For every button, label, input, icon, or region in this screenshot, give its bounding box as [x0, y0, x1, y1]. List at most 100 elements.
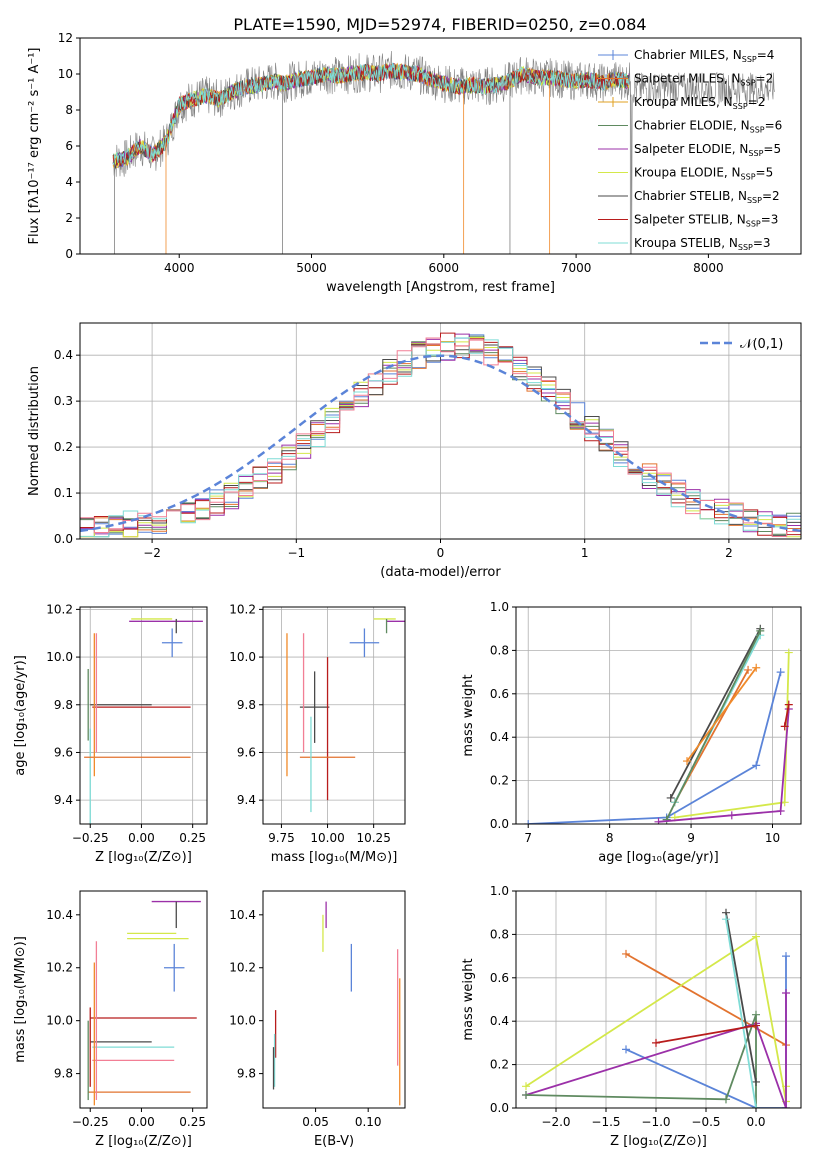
- weight-line: [674, 652, 790, 819]
- normal-legend-label: 𝒩(0,1): [740, 337, 783, 352]
- residual-histogram-panel: 𝒩(0,1) −2 −1 0 1 2 0.0 0.1 0.2 0.3 0.4 (data-model)…: [27, 322, 802, 580]
- massweight-vs-Z-ytick-label: 0.6: [490, 971, 509, 985]
- weight-line: [528, 671, 782, 824]
- massweight-vs-Z-ytick-label: 0.0: [490, 1101, 509, 1115]
- mass-vs-EBV-xtick-label: 0.10: [355, 1115, 382, 1129]
- residual-histogram-xtick-label: −2: [143, 546, 161, 560]
- weight-marker: [782, 1104, 790, 1108]
- spectrum-xtick-label: 7000: [561, 261, 592, 275]
- legend-label: Kroupa ELODIE, NSSP=5: [634, 166, 773, 182]
- spectrum-ylabel: Flux [fλ10⁻¹⁷ erg cm⁻² s⁻¹ A⁻¹]: [27, 48, 42, 245]
- massweight-vs-Z-xtick-label: −2.0: [541, 1115, 570, 1129]
- residual-histogram-xtick-label: −1: [287, 546, 305, 560]
- weight-marker: [622, 949, 630, 958]
- weight-marker: [666, 793, 675, 802]
- mass-vs-EBV-xlabel: E(B-V): [314, 1134, 354, 1149]
- age-vs-mass-xtick-label: 10.00: [310, 831, 344, 845]
- age-vs-Z-ylabel: age [log₁₀(age/yr)]: [13, 655, 28, 776]
- massweight-vs-Z-frame: [515, 890, 802, 1109]
- age-vs-Z-ytick-label: 9.4: [54, 793, 73, 807]
- weight-marker: [722, 1095, 730, 1104]
- massweight-vs-Z-ylabel: mass weight: [461, 958, 476, 1040]
- weight-marker: [524, 820, 533, 824]
- residual-histogram-ytick-label: 0.0: [54, 532, 73, 546]
- weight-marker: [752, 761, 761, 770]
- weight-line: [725, 912, 757, 1083]
- weight-marker: [654, 817, 663, 824]
- weight-marker: [522, 1082, 530, 1091]
- mass-vs-Z-xtick-label: −0.25: [72, 1115, 109, 1129]
- mass-vs-Z-xlabel: Z [log₁₀(Z/Z⊙)]: [95, 1134, 192, 1149]
- massweight-vs-Z-ytick-label: 0.8: [490, 927, 509, 941]
- age-vs-mass-ytick-label: 10.0: [229, 650, 256, 664]
- massweight-vs-age-xtick-label: 10: [765, 831, 780, 845]
- residual-histogram-ytick-label: 0.1: [54, 486, 73, 500]
- residual-histogram-xtick-label: 2: [725, 546, 733, 560]
- weight-marker: [776, 806, 785, 815]
- residual-histogram-ytick-label: 0.2: [54, 440, 73, 454]
- age-vs-mass-xlabel: mass [log₁₀(M/M⊙)]: [271, 850, 398, 865]
- weight-marker: [662, 815, 671, 824]
- spectrum-ytick-label: 12: [58, 31, 73, 45]
- residual-histogram-ytick-label: 0.4: [54, 348, 73, 362]
- weight-marker: [752, 663, 761, 672]
- age-vs-mass-ytick-label: 10.2: [229, 602, 256, 616]
- mass-vs-Z-ylabel: mass [log₁₀(M/M⊙)]: [13, 936, 28, 1063]
- weight-line: [669, 628, 762, 799]
- mass-vs-Z-frame: [79, 890, 208, 1109]
- massweight-vs-age-xlabel: age [log₁₀(age/yr)]: [598, 850, 719, 865]
- mass-vs-Z-xtick-label: 0.00: [128, 1115, 155, 1129]
- normal-curve: [80, 354, 801, 533]
- age-vs-mass-plot-area: [263, 607, 405, 824]
- age-vs-Z-xtick-label: −0.25: [72, 831, 109, 845]
- massweight-vs-age-ylabel: mass weight: [461, 674, 476, 756]
- massweight-vs-age-plot-area: [516, 607, 801, 824]
- weight-marker: [752, 1021, 760, 1030]
- massweight-vs-Z-ytick-label: 1.0: [490, 884, 509, 898]
- weight-marker: [784, 648, 793, 657]
- residual-histogram-plot-area: [80, 323, 801, 539]
- massweight-vs-age-ytick-label: 0.0: [490, 817, 509, 831]
- weight-line: [686, 667, 757, 762]
- weight-marker: [652, 1038, 660, 1047]
- massweight-vs-Z-ytick-label: 0.4: [490, 1014, 509, 1028]
- age-vs-Z-ytick-label: 10.2: [46, 602, 73, 616]
- weight-marker: [780, 722, 789, 731]
- residual-histogram-xlabel: (data-model)/error: [380, 565, 501, 580]
- massweight-vs-Z-xtick-label: −0.5: [691, 1115, 720, 1129]
- spectrum-xlabel: wavelength [Angstrom, rest frame]: [326, 280, 555, 295]
- weight-marker: [722, 915, 730, 924]
- massweight-vs-age-ytick-label: 1.0: [490, 600, 509, 614]
- weight-line: [525, 1014, 757, 1108]
- massweight-vs-age-ytick-label: 0.6: [490, 687, 509, 701]
- mass-vs-Z-ytick-label: 10.2: [46, 961, 73, 975]
- weight-line: [625, 953, 787, 1046]
- massweight-vs-age-xtick-label: 7: [524, 831, 532, 845]
- panels: Chabrier MILES, NSSP=4 Salpeter MILES, NS…: [13, 31, 802, 1149]
- age-vs-mass-xtick-label: 9.75: [268, 831, 295, 845]
- weight-marker: [784, 700, 793, 709]
- mass-vs-Z-ytick-label: 10.4: [46, 908, 73, 922]
- spectrum-plot-area: [112, 50, 775, 254]
- age-vs-Z-plot-area: [80, 607, 207, 824]
- mass-vs-EBV-frame: [262, 890, 406, 1109]
- spectrum-ytick-label: 2: [65, 211, 73, 225]
- spectrum-model-kroupa-stelib: [112, 62, 630, 167]
- spectrum-ytick-label: 8: [65, 103, 73, 117]
- weight-marker: [782, 988, 790, 997]
- massweight-vs-Z-xtick-label: −1.0: [641, 1115, 670, 1129]
- weight-line: [658, 708, 790, 823]
- mass-vs-Z-xtick-label: 0.25: [179, 1115, 206, 1129]
- age-vs-Z-xtick-label: 0.25: [179, 831, 206, 845]
- spectrum-ytick-label: 10: [58, 67, 73, 81]
- legend-label: Chabrier STELIB, NSSP=2: [634, 189, 780, 205]
- massweight-vs-Z-plot-area: [516, 891, 801, 1108]
- age-vs-Z-xtick-label: 0.00: [128, 831, 155, 845]
- age-vs-mass-ytick-label: 9.4: [237, 793, 256, 807]
- mass-vs-Z-ytick-label: 9.8: [54, 1067, 73, 1081]
- mass-vs-EBV-ytick-label: 10.2: [229, 961, 256, 975]
- age-vs-mass-xtick-label: 10.25: [356, 831, 390, 845]
- age-vs-mass-ytick-label: 9.8: [237, 698, 256, 712]
- mass-vs-EBV-ytick-label: 9.8: [237, 1067, 256, 1081]
- massweight-vs-Z-xtick-label: −1.5: [591, 1115, 620, 1129]
